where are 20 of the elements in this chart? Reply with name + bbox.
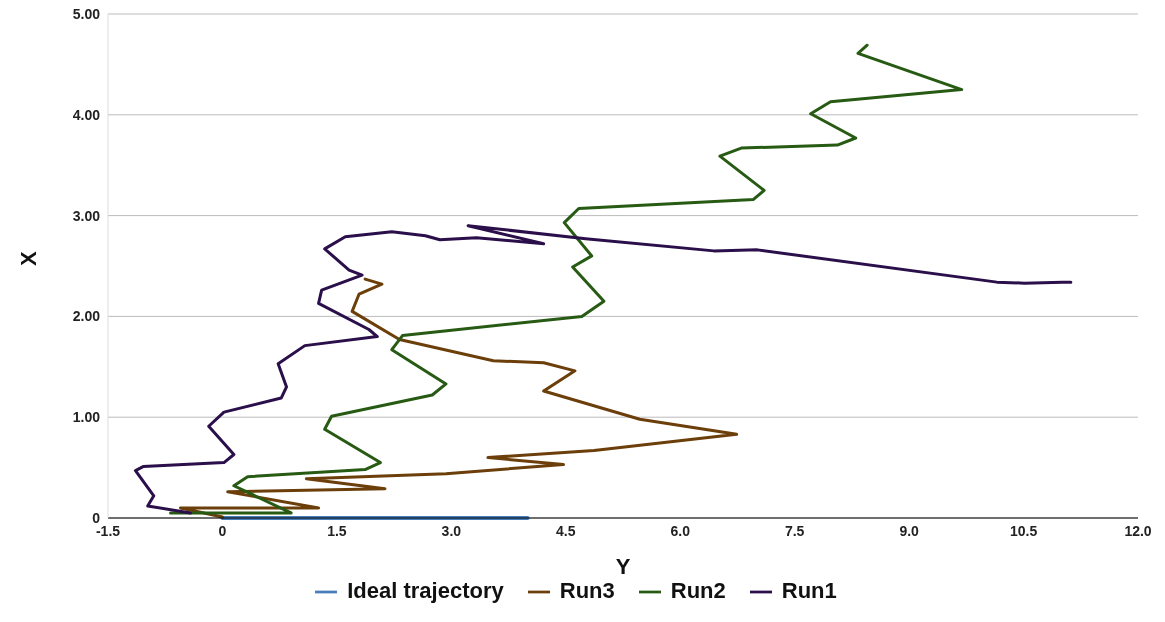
y-tick-label: 2.00 [72,308,101,325]
y-tick-label: 3.00 [72,207,101,224]
x-tick-label: 10.5 [1009,522,1038,539]
x-tick-label: 7.5 [784,522,805,539]
x-tick-label: 9.0 [899,522,920,539]
legend-label: Run1 [781,578,837,603]
x-tick-label: 3.0 [441,522,462,539]
x-axis-title: Y [615,554,631,579]
y-tick-label: 1.00 [72,409,101,426]
legend-label: Run3 [559,578,615,603]
x-tick-label: 0 [218,522,227,539]
legend-label: Ideal trajectory [347,578,504,603]
legend-label: Run2 [670,578,726,603]
x-tick-label: 6.0 [670,522,691,539]
x-tick-label: 1.5 [327,522,347,539]
y-tick-label: 4.00 [72,106,101,123]
y-tick-label: 5.00 [72,5,101,22]
x-tick-label: 12.0 [1124,522,1152,539]
x-tick-label: 4.5 [556,522,576,539]
y-axis-title: X [15,251,41,266]
